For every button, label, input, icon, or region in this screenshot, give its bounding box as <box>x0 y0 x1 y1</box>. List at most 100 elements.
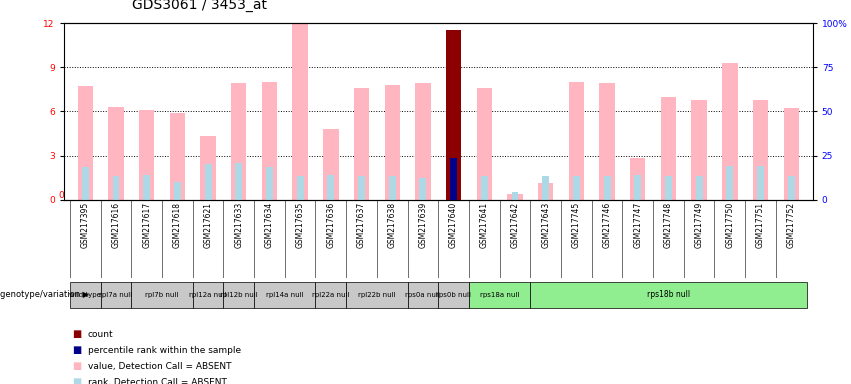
Bar <box>389 176 396 200</box>
Bar <box>573 176 580 200</box>
Text: rps0b null: rps0b null <box>436 292 471 298</box>
Text: percentile rank within the sample: percentile rank within the sample <box>88 346 241 355</box>
Bar <box>481 176 488 200</box>
Text: ■: ■ <box>72 377 82 384</box>
Bar <box>538 184 553 200</box>
Bar <box>511 192 518 200</box>
Bar <box>408 282 438 308</box>
Bar <box>266 167 273 200</box>
Text: GSM217634: GSM217634 <box>265 202 274 248</box>
Bar <box>108 107 123 200</box>
Text: GDS3061 / 3453_at: GDS3061 / 3453_at <box>132 0 267 12</box>
Bar <box>100 282 131 308</box>
Bar <box>665 176 672 200</box>
Bar <box>236 163 243 200</box>
Bar <box>450 159 457 200</box>
Bar <box>254 282 316 308</box>
Text: rpl14a null: rpl14a null <box>266 292 304 298</box>
Bar <box>70 282 100 308</box>
Bar <box>784 108 799 200</box>
Bar <box>112 176 119 200</box>
Text: GSM217750: GSM217750 <box>725 202 734 248</box>
Text: rpl7a null: rpl7a null <box>100 292 133 298</box>
Bar <box>599 83 614 200</box>
Text: rpl22b null: rpl22b null <box>358 292 396 298</box>
Text: GSM217616: GSM217616 <box>111 202 121 248</box>
Bar <box>477 88 492 200</box>
Bar <box>143 175 150 200</box>
Text: ■: ■ <box>72 361 82 371</box>
Bar <box>297 176 304 200</box>
Bar <box>542 176 549 200</box>
Text: GSM217749: GSM217749 <box>694 202 704 248</box>
Text: rpl12b null: rpl12b null <box>220 292 258 298</box>
Bar <box>131 282 192 308</box>
Text: GSM217618: GSM217618 <box>173 202 182 248</box>
Bar <box>446 30 461 200</box>
Text: ■: ■ <box>72 329 82 339</box>
Text: rpl22a null: rpl22a null <box>312 292 350 298</box>
Bar <box>192 282 224 308</box>
Bar <box>323 129 339 200</box>
Text: ■: ■ <box>72 345 82 355</box>
Bar <box>630 159 645 200</box>
Text: GSM217752: GSM217752 <box>786 202 796 248</box>
Text: 0: 0 <box>58 191 64 200</box>
Text: GSM217617: GSM217617 <box>142 202 151 248</box>
Bar <box>169 113 185 200</box>
Text: GSM217636: GSM217636 <box>326 202 335 248</box>
Bar <box>722 63 738 200</box>
Text: GSM217746: GSM217746 <box>603 202 612 248</box>
Text: GSM217640: GSM217640 <box>449 202 458 248</box>
Bar <box>507 194 523 200</box>
Text: GSM217395: GSM217395 <box>81 202 90 248</box>
Bar <box>420 178 426 200</box>
Text: rps18a null: rps18a null <box>480 292 519 298</box>
Bar <box>660 97 677 200</box>
Bar <box>224 282 254 308</box>
Text: rpl12a null: rpl12a null <box>189 292 227 298</box>
Text: GSM217637: GSM217637 <box>357 202 366 248</box>
Bar <box>634 175 641 200</box>
Bar <box>603 176 610 200</box>
Bar <box>200 136 216 200</box>
Bar <box>469 282 530 308</box>
Bar <box>77 86 93 200</box>
Text: GSM217639: GSM217639 <box>419 202 427 248</box>
Bar <box>174 182 180 200</box>
Text: GSM217751: GSM217751 <box>756 202 765 248</box>
Bar <box>788 176 795 200</box>
Text: GSM217638: GSM217638 <box>388 202 397 248</box>
Bar <box>692 99 707 200</box>
Text: genotype/variation ▶: genotype/variation ▶ <box>0 290 89 299</box>
Bar <box>82 167 89 200</box>
Bar <box>727 166 734 200</box>
Text: GSM217621: GSM217621 <box>203 202 213 248</box>
Bar <box>293 23 308 200</box>
Bar <box>358 176 365 200</box>
Text: rpl7b null: rpl7b null <box>146 292 179 298</box>
Bar <box>415 83 431 200</box>
Text: rank, Detection Call = ABSENT: rank, Detection Call = ABSENT <box>88 378 226 384</box>
Bar <box>530 282 807 308</box>
Bar <box>231 83 247 200</box>
Bar <box>262 82 277 200</box>
Text: wild type: wild type <box>70 292 101 298</box>
Text: GSM217642: GSM217642 <box>511 202 519 248</box>
Bar <box>753 99 768 200</box>
Bar <box>204 164 212 200</box>
Bar <box>385 85 400 200</box>
Text: GSM217748: GSM217748 <box>664 202 673 248</box>
Bar <box>438 282 469 308</box>
Bar <box>346 282 408 308</box>
Bar <box>354 88 369 200</box>
Bar <box>695 176 703 200</box>
Text: count: count <box>88 329 113 339</box>
Bar <box>757 166 764 200</box>
Text: rps18b null: rps18b null <box>647 290 690 299</box>
Bar <box>328 175 334 200</box>
Text: GSM217747: GSM217747 <box>633 202 643 248</box>
Text: GSM217635: GSM217635 <box>295 202 305 248</box>
Text: GSM217745: GSM217745 <box>572 202 581 248</box>
Bar <box>568 82 584 200</box>
